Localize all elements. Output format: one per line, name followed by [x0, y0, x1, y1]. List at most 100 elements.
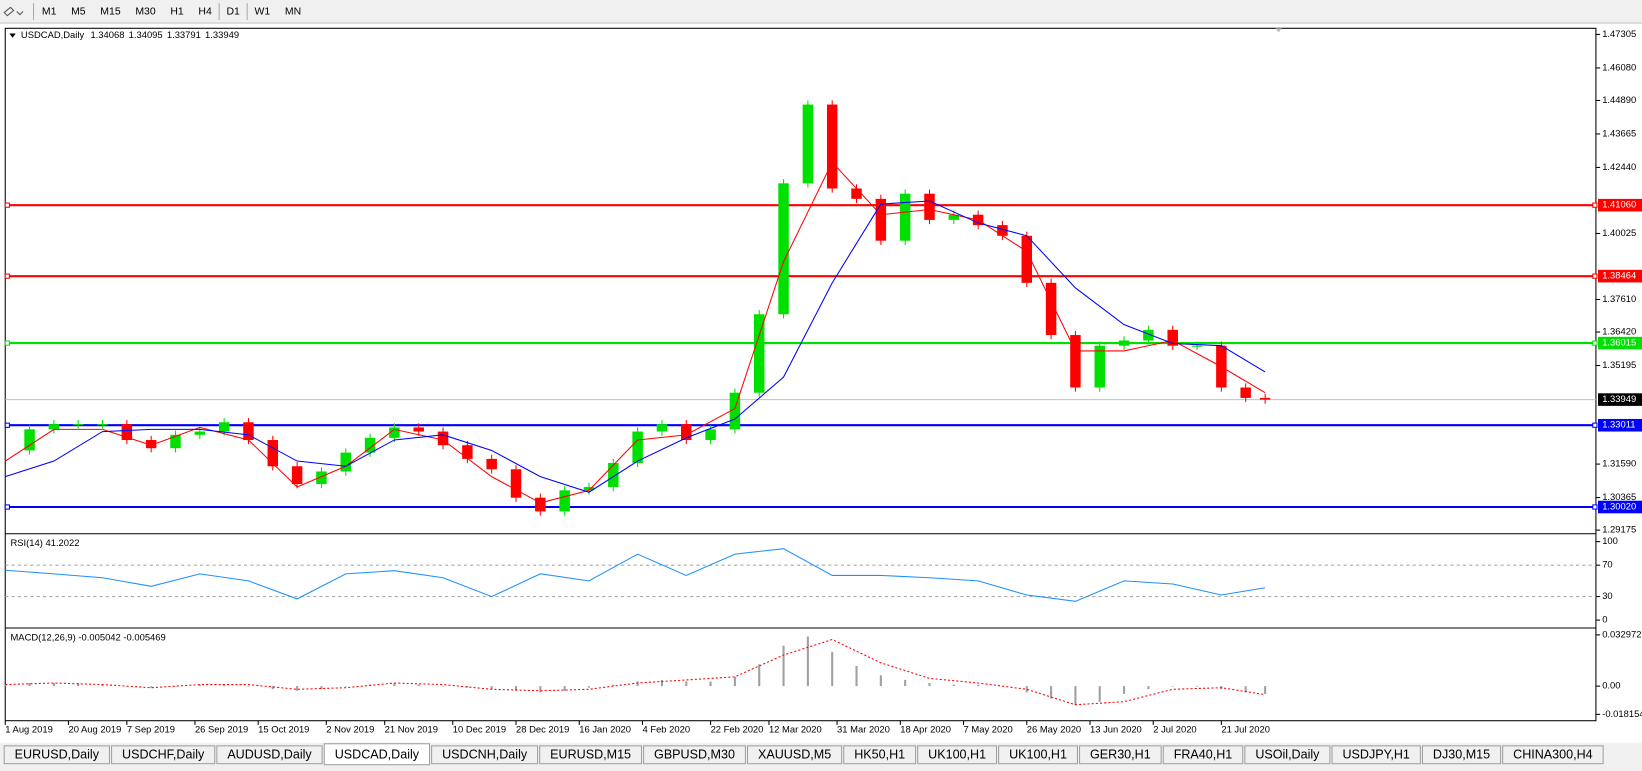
tab[interactable]: USDCAD,Daily [323, 743, 431, 766]
macd-bar [855, 665, 858, 687]
tab-label[interactable]: FRA40,H1 [1174, 748, 1233, 762]
tab[interactable]: UK100,H1 [917, 745, 998, 765]
tab-label[interactable]: UK100,H1 [928, 748, 986, 762]
period-button[interactable]: M5 [71, 6, 86, 17]
level-tag [1598, 418, 1642, 432]
macd-header: MACD(12,26,9) -0.005042 -0.005469 [10, 631, 165, 642]
macd-bar [806, 636, 809, 687]
tab[interactable]: EURUSD,M15 [539, 745, 643, 765]
y-tick-label: -0.018154 [1602, 708, 1642, 719]
period-button[interactable]: MN [285, 6, 301, 17]
candle [170, 434, 181, 449]
tab-label[interactable]: USOil,Daily [1255, 748, 1320, 762]
candle [753, 314, 765, 393]
ohlc-value: 1.33949 [205, 29, 239, 40]
y-tick-label: 0.00 [1602, 680, 1620, 691]
y-tick-label: 1.43665 [1602, 127, 1636, 138]
x-tick-label: 22 Feb 2020 [711, 724, 764, 735]
tab-label[interactable]: USDCHF,Daily [122, 748, 205, 762]
macd-bar [28, 683, 31, 687]
period-button[interactable]: H1 [170, 6, 184, 17]
tab[interactable]: GER30,H1 [1079, 745, 1162, 765]
tab-background [1162, 745, 1244, 765]
tab[interactable]: EURUSD,Daily [3, 745, 111, 765]
tab[interactable]: HK50,H1 [843, 745, 917, 765]
macd-bar [490, 686, 493, 690]
tab-background [1244, 745, 1331, 765]
candle [267, 440, 279, 467]
tab[interactable]: XAUUSD,M5 [746, 745, 843, 765]
tab-label[interactable]: HK50,H1 [854, 748, 905, 762]
tab[interactable]: GBPUSD,M30 [643, 745, 746, 765]
tab[interactable]: DJ30,M15 [1421, 745, 1502, 765]
macd-bar [1171, 686, 1174, 687]
tab[interactable]: USDJPY,H1 [1331, 745, 1421, 765]
macd-bar [1098, 686, 1101, 702]
y-tick-label: 1.42440 [1602, 161, 1636, 172]
candle [729, 392, 741, 430]
tab-label[interactable]: CHINA300,H4 [1513, 748, 1593, 762]
macd-bar [4, 684, 7, 687]
tab-background [1421, 745, 1502, 765]
tab-label[interactable]: GBPUSD,M30 [654, 748, 735, 762]
level-handle [1592, 273, 1598, 279]
candle [1259, 397, 1271, 400]
tab-background [111, 745, 216, 765]
x-tick-label: 2 Nov 2019 [326, 724, 374, 735]
tab-label[interactable]: UK100,H1 [1009, 748, 1067, 762]
period-button[interactable]: D1 [226, 6, 240, 17]
tab-background [843, 745, 917, 765]
y-tick-label: 100 [1602, 535, 1618, 546]
tab-label[interactable]: AUDUSD,Daily [227, 748, 312, 762]
tab-label[interactable]: XAUUSD,M5 [758, 748, 831, 762]
tab[interactable]: UK100,H1 [998, 745, 1078, 765]
tab-background [539, 745, 643, 765]
candle [462, 445, 473, 459]
tab-label[interactable]: EURUSD,M15 [550, 748, 631, 762]
candle [1045, 282, 1057, 336]
tab-background [1331, 745, 1421, 765]
tab-background [3, 745, 111, 765]
x-tick-label: 1 Aug 2019 [5, 724, 53, 735]
tab[interactable]: CHINA300,H4 [1502, 745, 1604, 765]
period-button[interactable]: H4 [198, 6, 212, 17]
y-tick-label: 1.36420 [1602, 326, 1636, 337]
period-button[interactable]: M30 [135, 6, 156, 17]
period-button[interactable]: M1 [42, 6, 57, 17]
macd-bar [101, 684, 104, 687]
macd-bar [1123, 686, 1126, 694]
y-tick-label: 1.31590 [1602, 458, 1636, 469]
tab-background [323, 743, 431, 766]
candle [486, 458, 497, 470]
tab-label[interactable]: DJ30,M15 [1433, 748, 1490, 762]
toolbar [0, 0, 1642, 24]
x-tick-label: 10 Dec 2019 [453, 724, 506, 735]
ohlc-value: 1.34068 [90, 29, 124, 40]
tab-label[interactable]: USDJPY,H1 [1342, 748, 1409, 762]
draw-icon[interactable] [3, 6, 24, 17]
tab-label[interactable]: GER30,H1 [1090, 748, 1151, 762]
macd-bar [296, 686, 299, 691]
tab[interactable]: USDCNH,Daily [431, 745, 539, 765]
macd-bar [1025, 686, 1028, 693]
tab-label[interactable]: USDCAD,Daily [335, 748, 420, 762]
period-button[interactable]: W1 [255, 6, 271, 17]
x-tick-label: 20 Aug 2019 [68, 724, 121, 735]
tab-background [1079, 745, 1162, 765]
tab[interactable]: AUDUSD,Daily [216, 745, 323, 765]
tab-label[interactable]: EURUSD,Daily [15, 748, 100, 762]
candle [243, 422, 254, 441]
candle [218, 422, 230, 432]
level-handle [1592, 504, 1598, 510]
tab[interactable]: USDCHF,Daily [111, 745, 216, 765]
candle [778, 183, 789, 315]
candle [316, 471, 327, 485]
macd-bar [514, 686, 518, 691]
rsi-header: RSI(14) 41.2022 [10, 537, 79, 548]
tab[interactable]: USOil,Daily [1244, 745, 1331, 765]
tab[interactable]: FRA40,H1 [1162, 745, 1244, 765]
y-tick-label: 0.032972 [1602, 628, 1641, 639]
period-button[interactable]: M15 [100, 6, 121, 17]
macd-bar [320, 686, 323, 690]
tab-label[interactable]: USDCNH,Daily [442, 748, 528, 762]
